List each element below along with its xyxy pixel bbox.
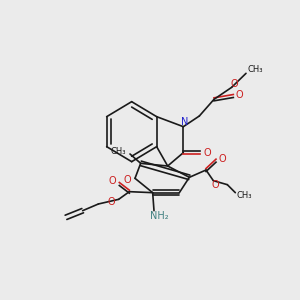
- Text: CH₃: CH₃: [247, 65, 263, 74]
- Text: O: O: [109, 176, 116, 186]
- Text: CH₃: CH₃: [110, 146, 126, 155]
- Text: O: O: [123, 175, 131, 185]
- Text: O: O: [203, 148, 211, 158]
- Text: O: O: [212, 180, 219, 190]
- Text: O: O: [218, 154, 226, 164]
- Text: O: O: [236, 90, 243, 100]
- Text: O: O: [108, 197, 116, 207]
- Text: CH₃: CH₃: [237, 191, 252, 200]
- Text: NH₂: NH₂: [150, 211, 168, 221]
- Text: O: O: [231, 79, 238, 89]
- Text: N: N: [181, 117, 188, 127]
